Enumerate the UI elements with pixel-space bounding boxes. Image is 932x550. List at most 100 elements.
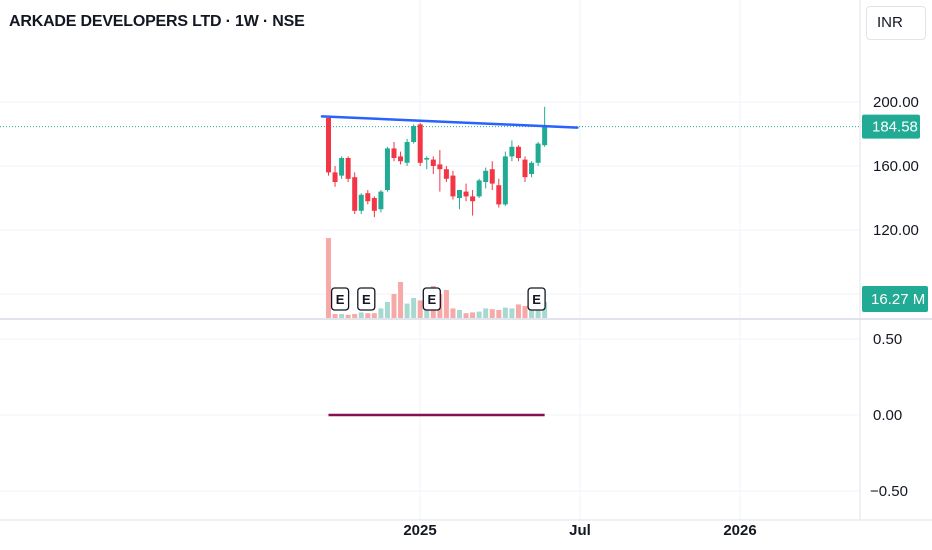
candle-body [450, 175, 456, 197]
candle [417, 122, 423, 166]
candle-body [378, 191, 384, 210]
volume-badge: 16.27 M [862, 286, 928, 312]
candle [398, 151, 404, 165]
indicator-axis-tick: 0.00 [873, 407, 902, 424]
earnings-marker: E [422, 287, 441, 311]
volume-bar [496, 310, 502, 318]
candle [365, 190, 371, 205]
candle [509, 140, 515, 162]
pane-separator [0, 318, 932, 320]
indicator-axis-tick: −0.50 [870, 483, 908, 500]
candle [535, 142, 541, 166]
volume-bar [509, 308, 515, 318]
candle [450, 170, 456, 200]
candle [476, 178, 482, 198]
volume-bar [489, 309, 495, 318]
earnings-marker-label: E [427, 292, 436, 307]
candle-body [345, 158, 351, 179]
candle-body [352, 177, 358, 211]
earnings-marker-box [357, 287, 376, 311]
candle-body [529, 162, 535, 174]
time-axis-tick: 2025 [403, 522, 436, 539]
candle-body [339, 158, 345, 176]
candle-body [398, 156, 404, 162]
candle [430, 156, 436, 174]
price-axis-tick: 200.00 [873, 94, 919, 111]
volume-bar [378, 308, 384, 318]
candle-body [332, 172, 338, 182]
earnings-marker-box [422, 287, 441, 311]
candle [391, 142, 397, 162]
candle [404, 138, 410, 166]
volume-bar [483, 308, 489, 318]
candle-body [424, 158, 430, 160]
volume-bar [443, 290, 449, 318]
volume-bar [411, 298, 417, 318]
candle-body [470, 196, 476, 202]
candle-body [502, 156, 508, 205]
candle-body [522, 159, 528, 178]
volume-bar [371, 313, 377, 318]
candle [437, 150, 443, 192]
volume-bar [450, 308, 456, 318]
candle [443, 166, 449, 182]
candle-body [535, 143, 541, 163]
candle [515, 145, 521, 162]
volume-bar [358, 312, 364, 318]
candle-body [437, 164, 443, 170]
volume-bar [476, 311, 482, 318]
candle-body [430, 159, 436, 166]
volume-bar [398, 282, 404, 318]
candle-body [417, 124, 423, 163]
candle-body [384, 148, 390, 190]
volume-bar [404, 303, 410, 318]
candle [411, 124, 417, 144]
volume-bar [535, 310, 541, 318]
volume-bar [515, 304, 521, 318]
volume-bar [332, 314, 338, 318]
candle-body [476, 180, 482, 197]
candle-body [365, 193, 371, 202]
candle-body [404, 142, 410, 163]
candle [457, 190, 462, 210]
volume-bar [502, 307, 508, 318]
candle [339, 156, 345, 179]
candle [522, 156, 528, 182]
candle-body [496, 185, 502, 205]
candle [378, 190, 384, 213]
candle [502, 151, 508, 206]
earnings-marker: E [330, 287, 350, 311]
candle-body [509, 146, 515, 157]
volume-badge-text: 16.27 M [871, 291, 925, 308]
candle-body [371, 198, 377, 211]
candle [371, 196, 377, 218]
volume-badge-bg [862, 286, 928, 312]
volume-bar [457, 310, 462, 318]
volume-bar [345, 314, 351, 318]
candle-body [411, 126, 417, 142]
currency-button[interactable]: INR [866, 6, 926, 40]
candle [345, 156, 351, 182]
candle-body [483, 170, 489, 182]
volume-bar [352, 314, 358, 318]
candle-body [489, 169, 495, 184]
candle-body [515, 146, 521, 158]
volume-bar [339, 314, 345, 318]
candle [496, 178, 502, 208]
candle [358, 193, 364, 214]
candle [483, 167, 489, 189]
candle-body [443, 169, 449, 179]
volume-bar [326, 238, 331, 318]
earnings-marker-label: E [532, 292, 541, 307]
earnings-marker: E [527, 287, 546, 311]
candle [489, 161, 495, 190]
last-price-badge: 184.58 [862, 114, 920, 139]
candle [326, 118, 331, 176]
resistance-trendline [320, 115, 579, 129]
candle [424, 156, 430, 170]
earnings-marker-box [527, 287, 546, 311]
candle [463, 183, 469, 202]
symbol-title: ARKADE DEVELOPERS LTD · 1W · NSE [9, 13, 305, 30]
earnings-marker-box [330, 287, 350, 311]
